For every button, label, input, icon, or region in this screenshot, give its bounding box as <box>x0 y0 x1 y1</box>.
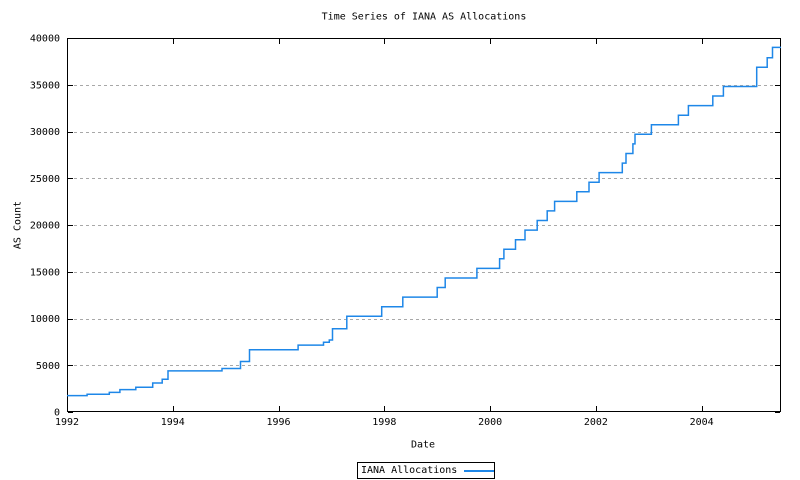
y-tick-label: 30000 <box>30 127 60 138</box>
y-tick-label: 40000 <box>30 34 60 45</box>
y-tick-label: 15000 <box>30 267 60 278</box>
x-tick-label: 1998 <box>372 417 396 428</box>
legend-label: IANA Allocations <box>361 465 458 476</box>
x-tick-label: 1996 <box>267 417 291 428</box>
x-tick-label: 1994 <box>161 417 185 428</box>
y-tick-label: 5000 <box>36 361 60 372</box>
x-tick-label: 2004 <box>690 417 714 428</box>
legend-box: IANA Allocations <box>357 462 495 479</box>
y-tick-label: 10000 <box>30 314 60 325</box>
x-tick-label: 2002 <box>584 417 608 428</box>
y-tick-label: 0 <box>54 408 60 419</box>
legend-line-sample <box>464 469 495 472</box>
y-tick-label: 25000 <box>30 174 60 185</box>
plot-border <box>67 38 781 412</box>
x-tick-label: 2000 <box>478 417 502 428</box>
series-line <box>67 46 781 397</box>
y-tick-label: 20000 <box>30 221 60 232</box>
chart-title: Time Series of IANA AS Allocations <box>321 11 527 23</box>
y-tick-label: 35000 <box>30 80 60 91</box>
x-tick-label: 1992 <box>55 417 79 428</box>
x-axis-title: Date <box>410 439 436 451</box>
